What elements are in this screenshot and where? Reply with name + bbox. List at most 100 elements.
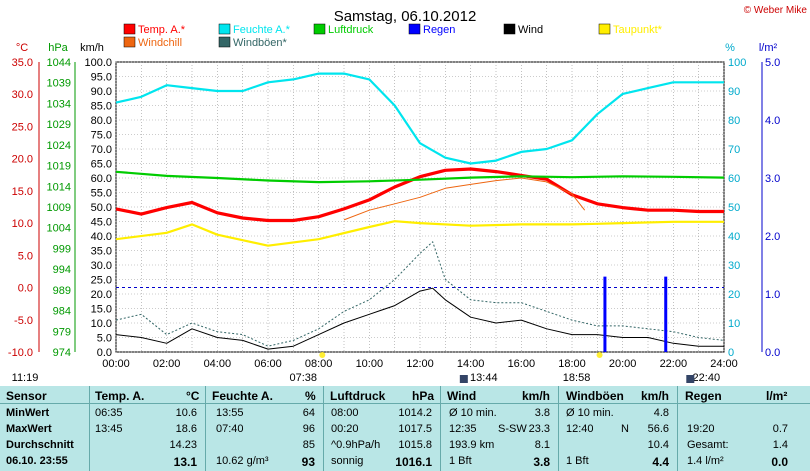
cell-press_time: 08:00 bbox=[331, 407, 359, 419]
humidity-tick-label: 80 bbox=[728, 115, 740, 127]
temp-tick-label: 30.0 bbox=[12, 89, 33, 101]
legend-swatch bbox=[123, 23, 136, 35]
cell-gust: 4.8 bbox=[653, 407, 669, 419]
time-tick-label: 00:00 bbox=[102, 358, 130, 370]
time-tick-label: 12:00 bbox=[406, 358, 434, 370]
humidity-tick-label: 20 bbox=[728, 289, 740, 301]
cell-rain: 1.4 bbox=[772, 439, 788, 451]
wind-tick-label: 5.0 bbox=[97, 333, 112, 345]
legend-label: Wind bbox=[518, 24, 543, 36]
header-rain: Regen bbox=[685, 389, 722, 403]
wind-tick-label: 70.0 bbox=[91, 144, 112, 156]
humidity-tick-label: 70 bbox=[728, 144, 740, 156]
cell-hum: 64 bbox=[302, 407, 315, 419]
time-tick-label: 18:00 bbox=[558, 358, 586, 370]
wind-tick-label: 10.0 bbox=[91, 318, 112, 330]
rain-tick-label: 0.0 bbox=[765, 347, 780, 359]
cell-rain: 0.7 bbox=[772, 423, 788, 435]
moon-icon bbox=[459, 375, 468, 383]
humidity-tick-label: 0 bbox=[728, 347, 734, 359]
wind-tick-label: 95.0 bbox=[91, 72, 112, 84]
axis-unit-label: °C bbox=[16, 42, 28, 54]
humidity-tick-label: 40 bbox=[728, 231, 740, 243]
sunrise-label: 07:38 bbox=[290, 372, 318, 384]
axis-ticks: °C hPa km/h% l/m² 35.0 30.0 25.0 20.0 15.0 10.0 5.… bbox=[8, 42, 780, 384]
cell-gust: 10.4 bbox=[647, 439, 669, 451]
temp-tick-label: -10.0 bbox=[8, 347, 33, 359]
header-wind: Wind bbox=[447, 389, 477, 403]
cell-gust_a: 12:40 bbox=[566, 423, 594, 435]
pressure-tick-label: 1009 bbox=[47, 202, 71, 214]
wind-tick-label: 0.0 bbox=[97, 347, 112, 359]
wind-tick-label: 20.0 bbox=[91, 289, 112, 301]
series-line-3 bbox=[115, 220, 724, 247]
cell-hum: 96 bbox=[302, 423, 315, 435]
wind-tick-label: 65.0 bbox=[91, 159, 112, 171]
pressure-tick-label: 989 bbox=[53, 285, 71, 297]
pressure-tick-label: 999 bbox=[53, 243, 71, 255]
legend-label: Windchill bbox=[138, 37, 182, 49]
wind-tick-label: 100.0 bbox=[84, 57, 112, 69]
pressure-tick-label: 994 bbox=[53, 264, 71, 276]
wind-tick-label: 45.0 bbox=[91, 217, 112, 229]
cell-wind: 3.8 bbox=[533, 455, 550, 469]
legend-swatch bbox=[598, 23, 611, 35]
axis-unit-label: % bbox=[725, 42, 735, 54]
rain-tick-label: 2.0 bbox=[765, 231, 780, 243]
temp-tick-label: 15.0 bbox=[12, 186, 33, 198]
pressure-tick-label: 1029 bbox=[47, 119, 71, 131]
pressure-tick-label: 1034 bbox=[47, 98, 71, 110]
statistics-table: Sensor Temp. A. °C Feuchte A. % Luftdruc… bbox=[0, 386, 810, 471]
time-tick-label: 04:00 bbox=[204, 358, 232, 370]
axis-unit-label: l/m² bbox=[759, 42, 778, 54]
wind-tick-label: 75.0 bbox=[91, 130, 112, 142]
header-temp-unit: °C bbox=[186, 389, 200, 403]
wind-tick-label: 90.0 bbox=[91, 86, 112, 98]
legend-label: Feuchte A.* bbox=[233, 24, 291, 36]
legend-swatch bbox=[503, 23, 516, 35]
time-tick-label: 06:00 bbox=[254, 358, 282, 370]
cell-gust: 56.6 bbox=[647, 423, 669, 435]
pressure-tick-label: 979 bbox=[53, 326, 71, 338]
header-rain-unit: l/m² bbox=[766, 389, 788, 403]
cell-press: 1016.1 bbox=[395, 455, 432, 469]
sun-marker-left: 11:19 bbox=[12, 372, 39, 384]
cell-press_time: 00:20 bbox=[331, 423, 359, 435]
time-tick-label: 16:00 bbox=[508, 358, 536, 370]
cell-temp_time: 13:45 bbox=[95, 423, 123, 435]
wind-tick-label: 80.0 bbox=[91, 115, 112, 127]
cell-gust_a: Ø 10 min. bbox=[566, 407, 614, 419]
cell-rain_a: 19:20 bbox=[687, 423, 715, 435]
series-line-5 bbox=[115, 287, 724, 350]
cell-label: Durchschnitt bbox=[6, 439, 74, 451]
sunset-label: 18:58 bbox=[563, 372, 591, 384]
temp-tick-label: -5.0 bbox=[14, 315, 33, 327]
time-tick-label: 02:00 bbox=[153, 358, 181, 370]
cell-press: 1015.8 bbox=[398, 439, 432, 451]
cell-rain: 0.0 bbox=[771, 455, 788, 469]
header-hum-unit: % bbox=[305, 389, 316, 403]
series-line-2 bbox=[115, 170, 725, 184]
header-wind-unit: km/h bbox=[522, 389, 551, 403]
series-line-1 bbox=[115, 72, 724, 165]
humidity-tick-label: 60 bbox=[728, 173, 740, 185]
cell-temp: 13.1 bbox=[173, 455, 197, 469]
temp-tick-label: 5.0 bbox=[18, 250, 33, 262]
cell-temp_time: 06:35 bbox=[95, 407, 123, 419]
series-line-4 bbox=[343, 177, 586, 221]
cell-gust: 4.4 bbox=[652, 455, 669, 469]
legend-label: Luftdruck bbox=[328, 24, 374, 36]
cell-hum: 85 bbox=[302, 439, 315, 451]
moon-marker-2: 22:40 bbox=[693, 372, 721, 384]
humidity-tick-label: 100 bbox=[728, 57, 746, 69]
pressure-tick-label: 984 bbox=[53, 306, 71, 318]
cell-press: 1017.5 bbox=[398, 423, 432, 435]
humidity-tick-label: 50 bbox=[728, 202, 740, 214]
time-tick-label: 22:00 bbox=[660, 358, 688, 370]
humidity-tick-label: 90 bbox=[728, 86, 740, 98]
pressure-tick-label: 1024 bbox=[47, 140, 71, 152]
cell-gust_b: N bbox=[621, 423, 629, 435]
temp-tick-label: 35.0 bbox=[12, 57, 33, 69]
header-hum: Feuchte A. bbox=[212, 389, 273, 403]
time-tick-label: 08:00 bbox=[305, 358, 333, 370]
